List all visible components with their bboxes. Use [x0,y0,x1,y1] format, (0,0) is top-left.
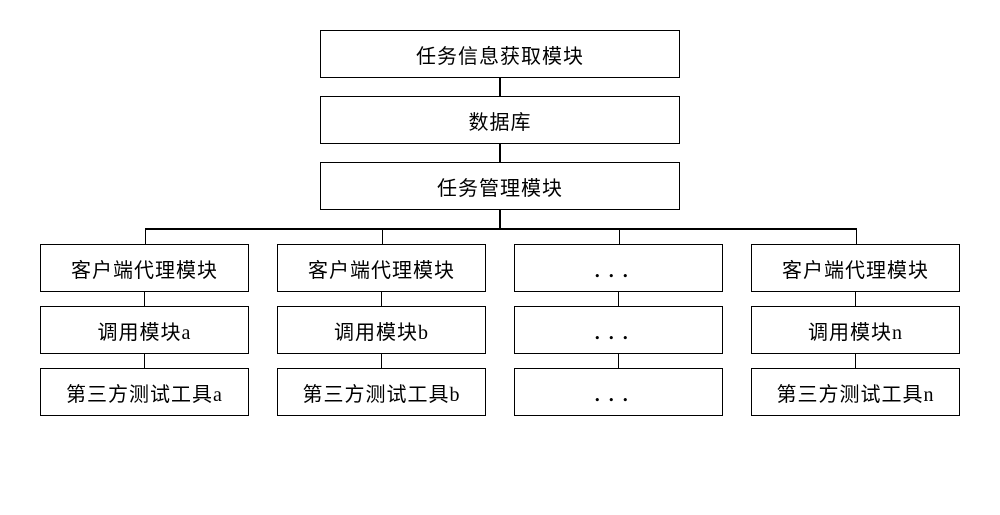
system-diagram: 任务信息获取模块 数据库 任务管理模块 客户端代理模块 调用模块a 第三方 [40,30,960,416]
node-invoke: 调用模块a [40,306,249,354]
connector-vertical [144,354,146,368]
node-agent: 客户端代理模块 [751,244,960,292]
node-ellipsis: ．．． [514,368,723,416]
connector-vertical [855,354,857,368]
node-label: 客户端代理模块 [71,254,218,283]
connector-vertical [618,292,620,306]
node-label: ．．． [593,254,645,283]
node-invoke: 调用模块b [277,306,486,354]
col-b: 客户端代理模块 调用模块b 第三方测试工具b [277,244,486,416]
node-tool: 第三方测试工具n [751,368,960,416]
node-invoke: 调用模块n [751,306,960,354]
node-label: 任务管理模块 [437,172,563,201]
node-label: 数据库 [469,106,532,135]
node-label: ．．． [593,316,645,345]
col-a: 客户端代理模块 调用模块a 第三方测试工具a [40,244,249,416]
node-agent: 客户端代理模块 [40,244,249,292]
node-label: 第三方测试工具a [66,378,223,407]
node-label: 客户端代理模块 [782,254,929,283]
connector-bus [40,228,960,244]
connector-vertical [144,292,146,306]
node-tool: 第三方测试工具b [277,368,486,416]
node-label: 第三方测试工具n [777,378,935,407]
connector-vertical [381,354,383,368]
col-n: 客户端代理模块 调用模块n 第三方测试工具n [751,244,960,416]
connector-vertical [499,144,501,162]
node-label: 客户端代理模块 [308,254,455,283]
connector-vertical [499,78,501,96]
row-agents: 客户端代理模块 调用模块a 第三方测试工具a 客户端代理模块 调用模块b 第三方… [40,244,960,416]
col-ellipsis: ．．． ．．． ．．． [514,244,723,416]
node-label: 第三方测试工具b [303,378,461,407]
node-label: ．．． [593,378,645,407]
connector-vertical [381,292,383,306]
connector-vertical [618,354,620,368]
node-tool: 第三方测试工具a [40,368,249,416]
node-ellipsis: ．．． [514,244,723,292]
node-task-info-acquire: 任务信息获取模块 [320,30,680,78]
node-database: 数据库 [320,96,680,144]
node-task-manage: 任务管理模块 [320,162,680,210]
node-label: 调用模块n [808,316,903,345]
node-label: 任务信息获取模块 [416,40,584,69]
node-agent: 客户端代理模块 [277,244,486,292]
connector-vertical [855,292,857,306]
node-label: 调用模块a [98,316,192,345]
connector-vertical [499,210,501,228]
node-ellipsis: ．．． [514,306,723,354]
node-label: 调用模块b [334,316,429,345]
